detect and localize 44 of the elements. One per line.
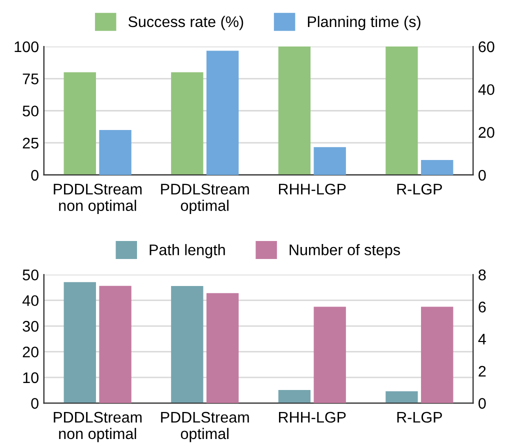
y-tick-label: 100 <box>14 41 38 52</box>
y-tick-label: 75 <box>22 74 38 84</box>
bar <box>64 282 96 404</box>
bar <box>314 147 346 175</box>
bar <box>99 130 132 175</box>
x-tick-label: RHH-LGP <box>279 412 346 423</box>
bar <box>421 306 454 404</box>
y-tick-label: 50 <box>22 270 38 280</box>
legend-label: Path length <box>150 244 225 258</box>
y2-tick-label: 2 <box>478 366 486 377</box>
x-tick-label: RHH-LGP <box>279 184 346 195</box>
bar <box>206 293 239 404</box>
y2-tick-label: 4 <box>478 334 486 344</box>
x-tick-label: R-LGP <box>397 412 442 423</box>
legend-label: Planning time (s) <box>308 16 420 30</box>
legend-label: Success rate (%) <box>128 16 244 30</box>
x-tick-label: PDDLStream non optimal <box>54 412 142 442</box>
y-tick-label: 0 <box>31 170 38 181</box>
y-tick-label: 25 <box>22 138 38 149</box>
y2-tick-label: 60 <box>478 41 494 52</box>
x-tick-label: PDDLStream optimal <box>161 412 249 442</box>
y2-tick-label: 0 <box>478 398 486 409</box>
y-tick-label: 30 <box>22 320 38 332</box>
bar <box>386 391 418 404</box>
y-tick-label: 0 <box>31 398 38 409</box>
bar <box>206 50 239 175</box>
bar <box>99 286 132 404</box>
x-tick-label: PDDLStream optimal <box>161 184 249 214</box>
bar <box>278 390 311 404</box>
y2-tick-label: 6 <box>478 302 486 312</box>
bar <box>421 160 454 175</box>
y-tick-label: 40 <box>22 295 38 306</box>
y-tick-label: 10 <box>23 372 38 384</box>
y2-tick-label: 0 <box>478 170 486 181</box>
y-tick-label: 50 <box>22 106 38 116</box>
legend-label: Number of steps <box>290 244 400 258</box>
y2-tick-label: 20 <box>478 127 494 138</box>
bar <box>314 306 346 404</box>
bar <box>171 286 204 404</box>
x-tick-label: PDDLStream non optimal <box>54 184 142 214</box>
y-tick-label: 20 <box>22 346 38 358</box>
x-tick-label: R-LGP <box>397 184 442 195</box>
y2-tick-label: 8 <box>478 270 486 280</box>
y2-tick-label: 40 <box>478 84 494 96</box>
